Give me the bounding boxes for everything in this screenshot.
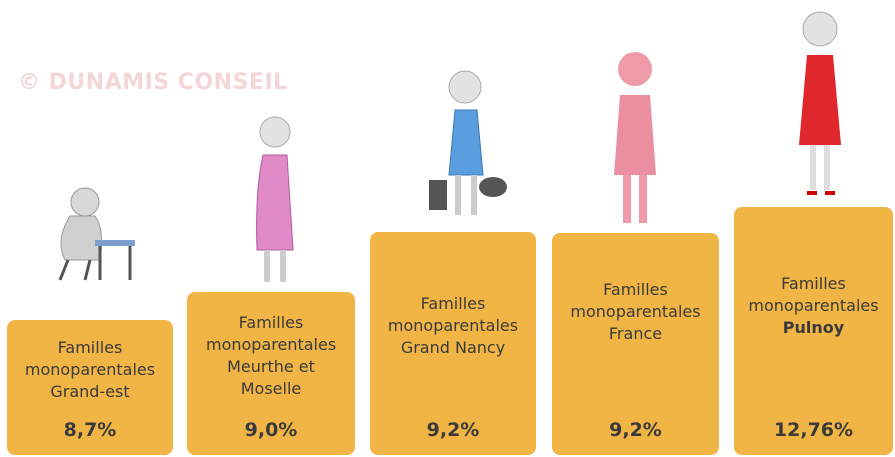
place: Pulnoy [739,317,889,339]
watermark: © DUNAMIS CONSEIL [18,70,288,95]
value: 9,0% [245,419,298,441]
value: 9,2% [427,419,480,441]
figure [785,5,855,200]
place: Grand Nancy [378,337,528,359]
label: Familles monoparentales [15,337,165,381]
label: Familles monoparentales [378,293,528,337]
label: Familles monoparentales [739,273,889,317]
place: France [561,323,711,345]
value: 12,76% [774,419,853,441]
value: 8,7% [64,419,117,441]
page: © DUNAMIS CONSEIL Familles monoparentale… [0,0,895,457]
figure [425,65,515,220]
label: Familles monoparentales [206,312,336,356]
value: 9,2% [609,419,662,441]
figure [40,180,140,290]
figure [245,110,305,290]
figure [600,45,670,230]
place: Meurthe et Moselle [206,356,336,400]
place: Grand-est [15,381,165,403]
label: Familles monoparentales [561,279,711,323]
